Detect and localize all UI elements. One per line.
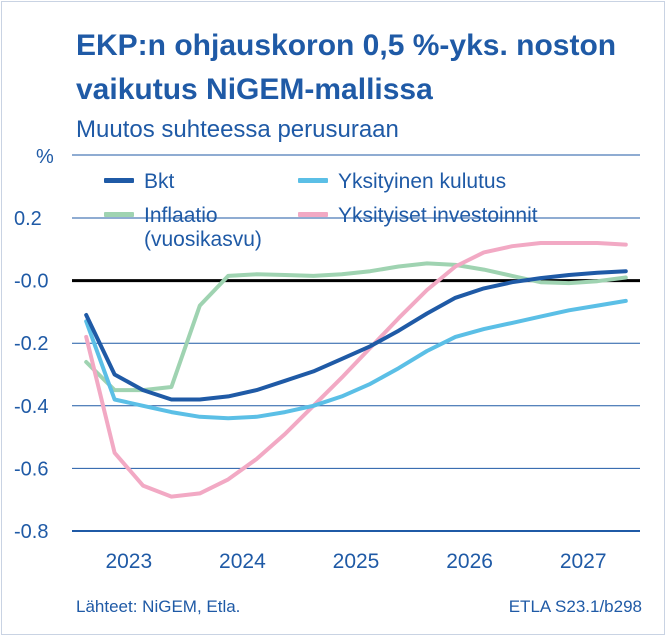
y-tick-label: -0.2 [14, 333, 48, 355]
y-axis-unit: % [36, 146, 54, 168]
x-tick-label: 2026 [446, 550, 493, 573]
footer-sources: Lähteet: NiGEM, Etla. [76, 597, 241, 616]
x-tick-label: 2023 [105, 550, 152, 573]
y-tick-label: -0.0 [14, 271, 48, 293]
x-tick-label: 2025 [333, 550, 380, 573]
legend-swatch-inflaatio [104, 212, 134, 217]
legend-swatch-bkt [104, 178, 134, 183]
legend-label-bkt: Bkt [144, 170, 175, 193]
chart-title: EKP:n ohjauskoron 0,5 %-yks. noston vaik… [76, 29, 617, 106]
chart-subtitle: Muutos suhteessa perusuraan [76, 116, 399, 143]
series-line-bkt [84, 269, 628, 402]
x-tick-label: 2027 [560, 550, 607, 573]
x-tick-labels: 2023 2024 2025 2026 2027 [105, 550, 606, 573]
legend-swatch-yksityiset-investoinnit [298, 212, 328, 217]
footer-code: ETLA S23.1/b298 [508, 597, 642, 616]
y-tick-labels: 0.2 -0.0 -0.2 -0.4 -0.6 -0.8 [14, 208, 48, 543]
legend-label-yksityiset-investoinnit: Yksityiset investoinnit [338, 204, 538, 227]
y-tick-label: -0.8 [14, 521, 48, 543]
legend-label-yksityinen-kulutus: Yksityinen kulutus [338, 170, 507, 193]
series-line-yksityinen-kulutus [84, 298, 628, 421]
y-tick-label: 0.2 [14, 208, 42, 230]
y-tick-label: -0.6 [14, 458, 48, 480]
legend-label-inflaatio: Inflaatio (vuosikasvu) [144, 204, 262, 251]
series-line-inflaatio-vuosikasvu [84, 261, 628, 393]
series-lines [84, 241, 628, 499]
legend-swatch-yksityinen-kulutus [298, 178, 328, 183]
series-line-yksityiset-investoinnit [84, 241, 628, 499]
y-tick-label: -0.4 [14, 396, 48, 418]
x-tick-label: 2024 [219, 550, 266, 573]
